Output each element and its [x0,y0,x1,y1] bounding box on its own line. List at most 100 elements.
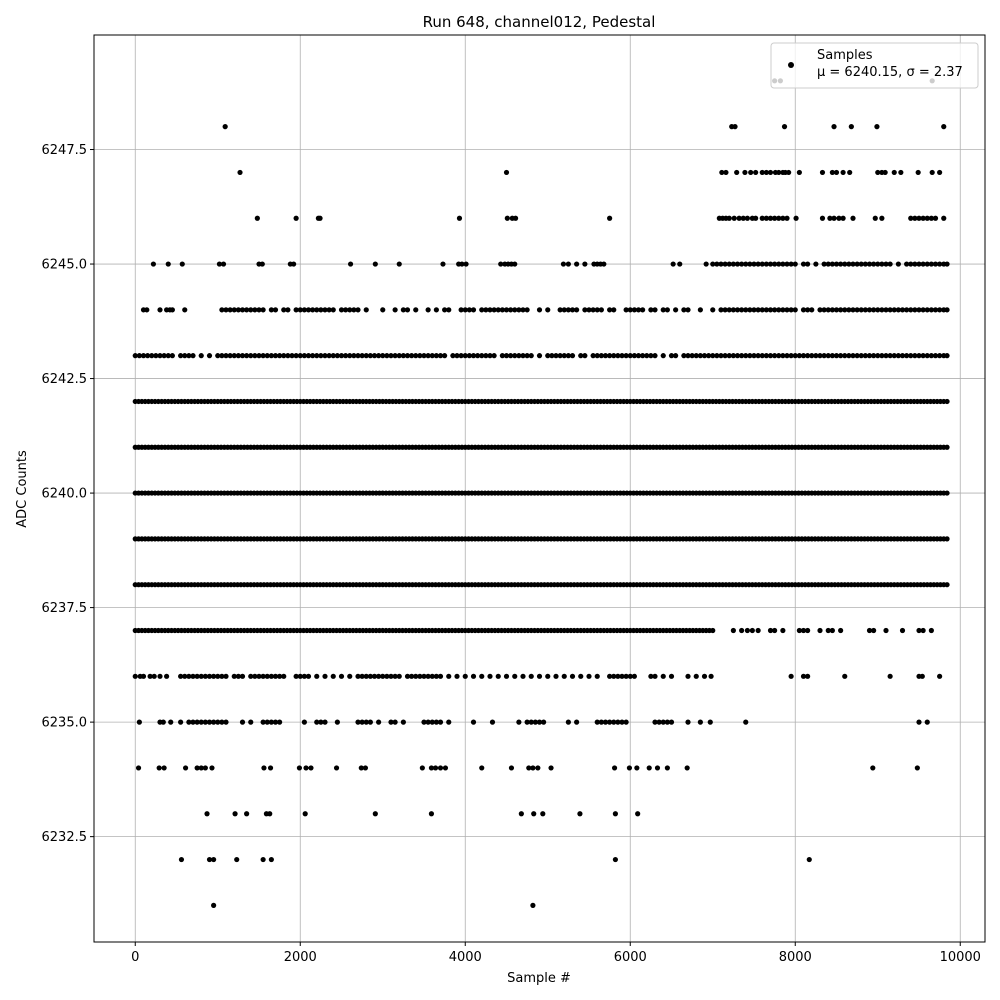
data-point [318,719,324,725]
data-point [944,353,950,359]
data-point [753,169,759,176]
data-point [277,353,283,359]
data-point [136,719,142,725]
data-point [305,353,312,359]
data-point [209,765,215,771]
data-point [611,673,617,679]
data-point [371,353,378,359]
data-point [277,719,283,725]
data-point [722,307,728,313]
data-point [924,215,930,221]
data-point [569,353,576,359]
data-point [685,307,691,313]
data-point [491,353,497,359]
data-point [437,719,444,725]
data-point [871,307,877,313]
data-point [198,765,204,771]
data-point [202,765,208,771]
y-tick-label: 6237.5 [42,601,88,616]
data-point [836,215,842,221]
data-point [866,261,873,267]
data-point [640,307,646,313]
data-point [751,261,757,267]
data-point [227,307,233,313]
data-point [677,261,683,267]
data-point [256,673,262,679]
data-point [223,307,229,313]
data-point [718,307,724,313]
data-point [640,353,646,359]
data-point [850,307,856,313]
data-point [763,215,769,221]
data-point [784,307,790,313]
data-point [685,719,691,725]
data-point [862,307,868,313]
data-point [944,582,950,588]
data-point [260,307,266,313]
data-point [211,719,217,725]
data-point [565,261,571,267]
data-point [780,215,786,221]
data-point [749,627,755,634]
data-point [289,353,295,359]
data-point [305,307,312,313]
data-point [916,353,922,359]
data-point [726,353,732,359]
data-point [220,261,227,267]
data-point [305,673,312,679]
data-point [644,353,650,359]
data-point [219,719,225,725]
data-point [847,169,853,176]
data-point [858,353,864,359]
data-point [710,261,716,267]
data-point [681,353,687,359]
data-point [380,307,386,313]
data-point [685,673,691,679]
data-point [891,307,897,313]
data-point [883,261,889,267]
data-point [248,719,254,725]
data-point [689,353,695,359]
data-point [516,353,522,359]
data-point [536,307,543,313]
data-point [371,673,378,679]
data-point [838,627,844,634]
data-point [708,673,714,679]
data-point [376,673,382,679]
data-point [895,261,901,267]
data-point [755,627,761,634]
data-point [602,353,609,359]
data-point [446,673,452,679]
data-point [829,307,835,313]
data-point [475,353,481,359]
data-point [607,673,613,679]
data-point [772,261,778,267]
data-point [396,261,402,267]
data-point [404,673,411,679]
data-point [512,261,518,267]
data-point [508,765,515,771]
x-tick-label: 10000 [940,950,981,965]
data-point [842,353,848,359]
data-point [157,673,163,679]
data-point [343,307,349,313]
data-point [470,719,477,725]
data-point [560,261,567,267]
data-point [351,353,357,359]
data-point [631,353,637,359]
data-point [310,353,316,359]
data-point [924,353,930,359]
data-point [260,353,266,359]
data-point [780,261,786,267]
data-point [432,765,439,771]
data-point [944,490,950,496]
data-point [347,673,353,679]
data-point [800,627,807,634]
data-point [417,353,423,359]
data-point [742,169,748,176]
data-point [730,353,736,359]
data-point [697,307,703,313]
data-point [260,673,266,679]
data-point [767,307,774,313]
